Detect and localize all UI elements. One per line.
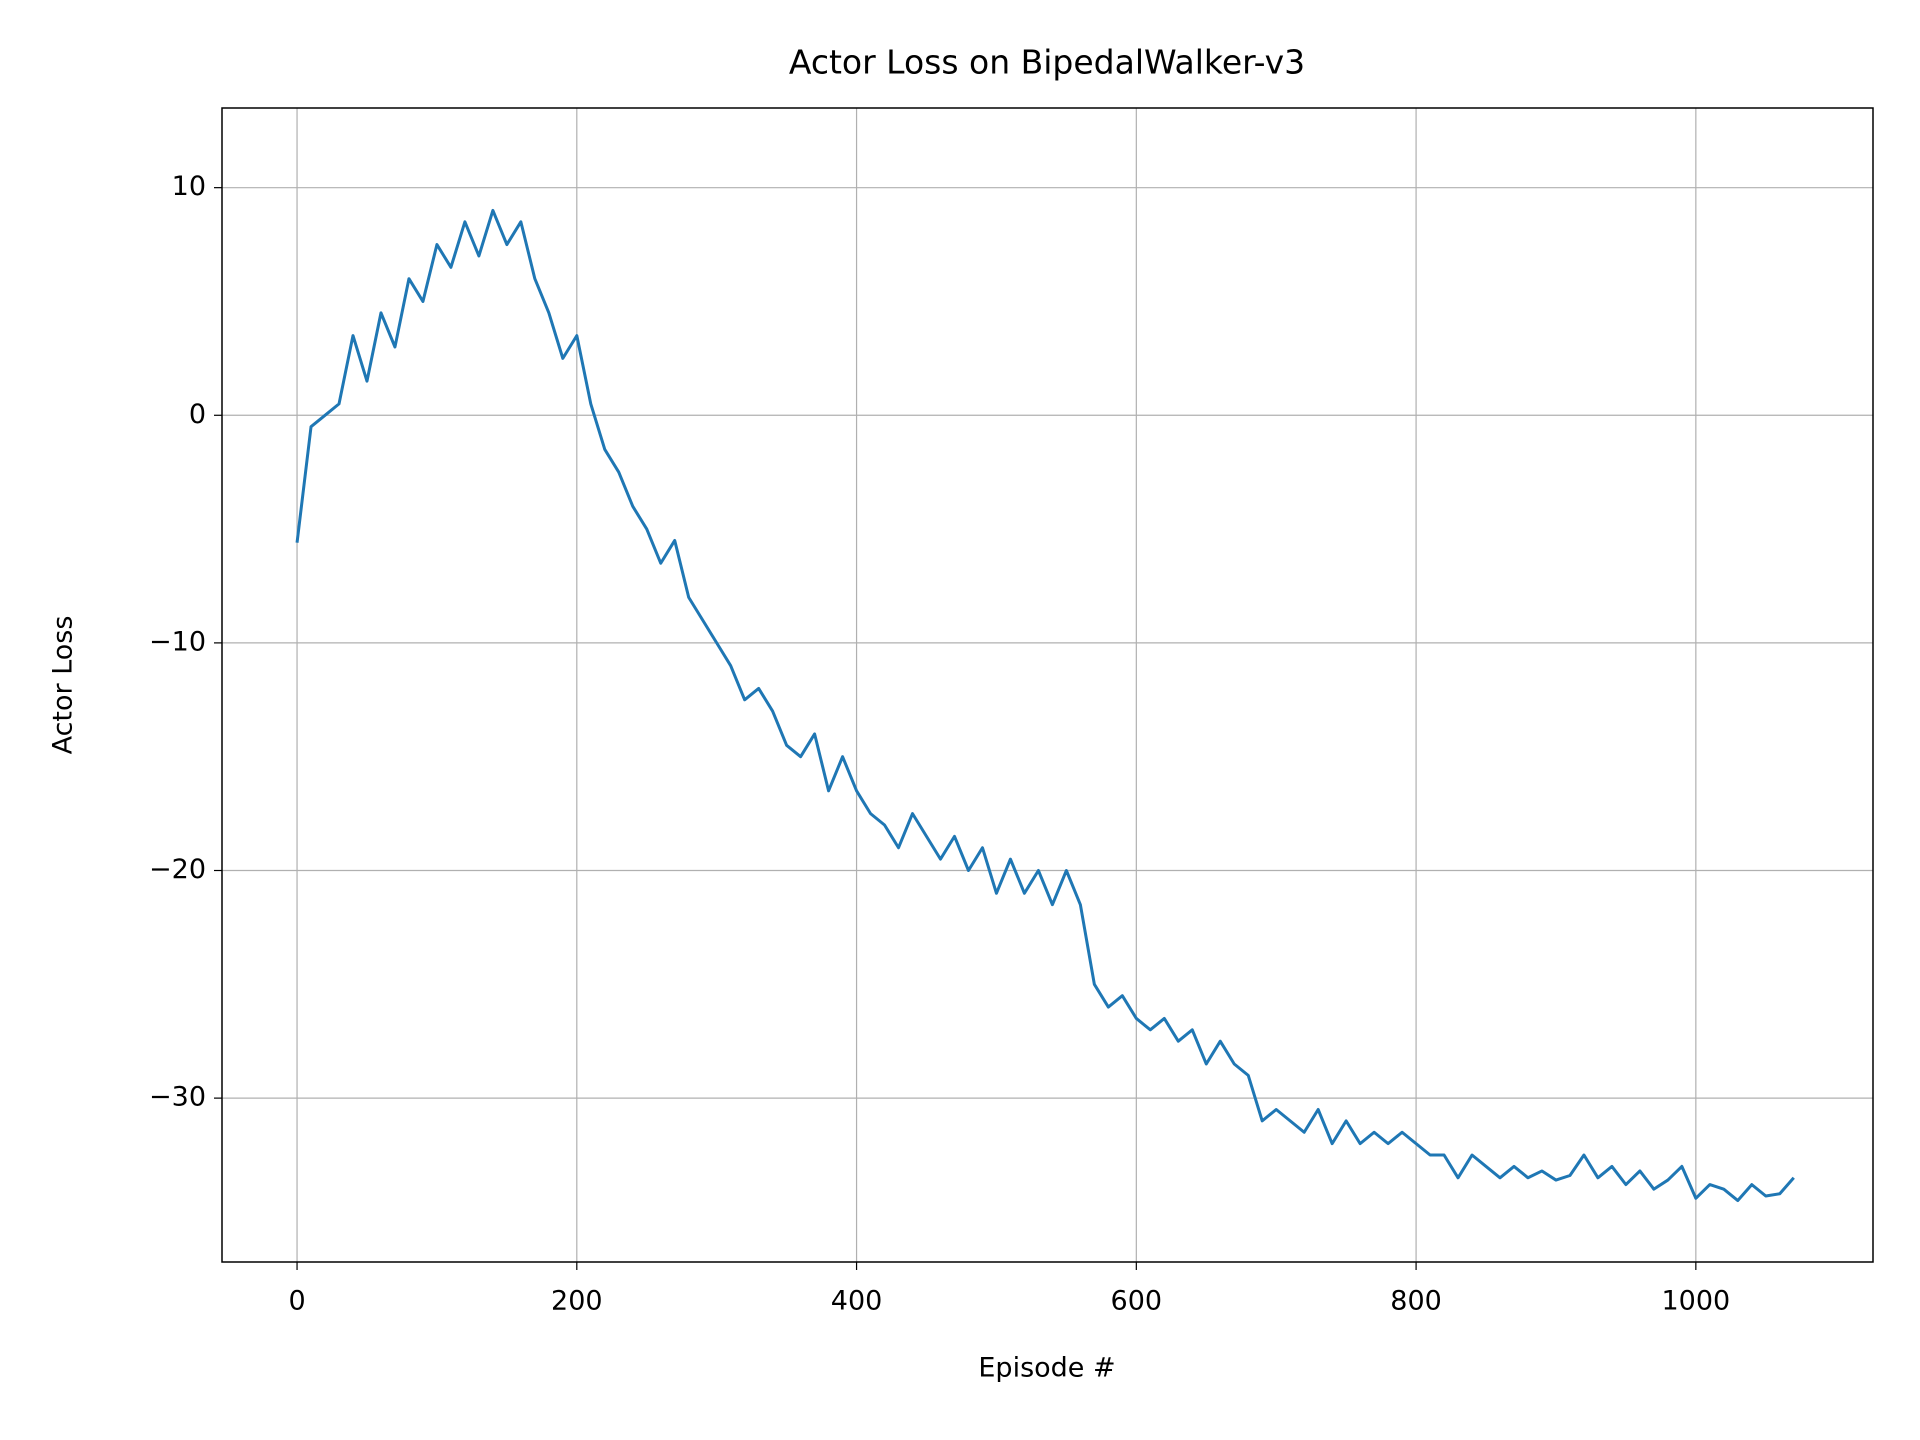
y-axis-label: Actor Loss bbox=[48, 616, 79, 755]
y-tick-label: −30 bbox=[149, 1082, 206, 1113]
y-tick-label: 10 bbox=[172, 171, 206, 202]
x-tick-label: 400 bbox=[831, 1286, 883, 1317]
y-tick-label: −20 bbox=[149, 854, 206, 885]
y-tick-label: 0 bbox=[189, 399, 206, 430]
x-tick-label: 600 bbox=[1111, 1286, 1163, 1317]
plot-frame bbox=[221, 107, 1874, 1263]
chart-title: Actor Loss on BipedalWalker-v3 bbox=[789, 43, 1305, 82]
x-tick-label: 0 bbox=[288, 1286, 305, 1317]
x-tick-label: 1000 bbox=[1661, 1286, 1730, 1317]
x-axis-label: Episode # bbox=[978, 1353, 1115, 1384]
x-tick-label: 800 bbox=[1390, 1286, 1442, 1317]
x-tick-label: 200 bbox=[551, 1286, 603, 1317]
data-line bbox=[295, 208, 1795, 1203]
y-tick-label: −10 bbox=[149, 626, 206, 657]
